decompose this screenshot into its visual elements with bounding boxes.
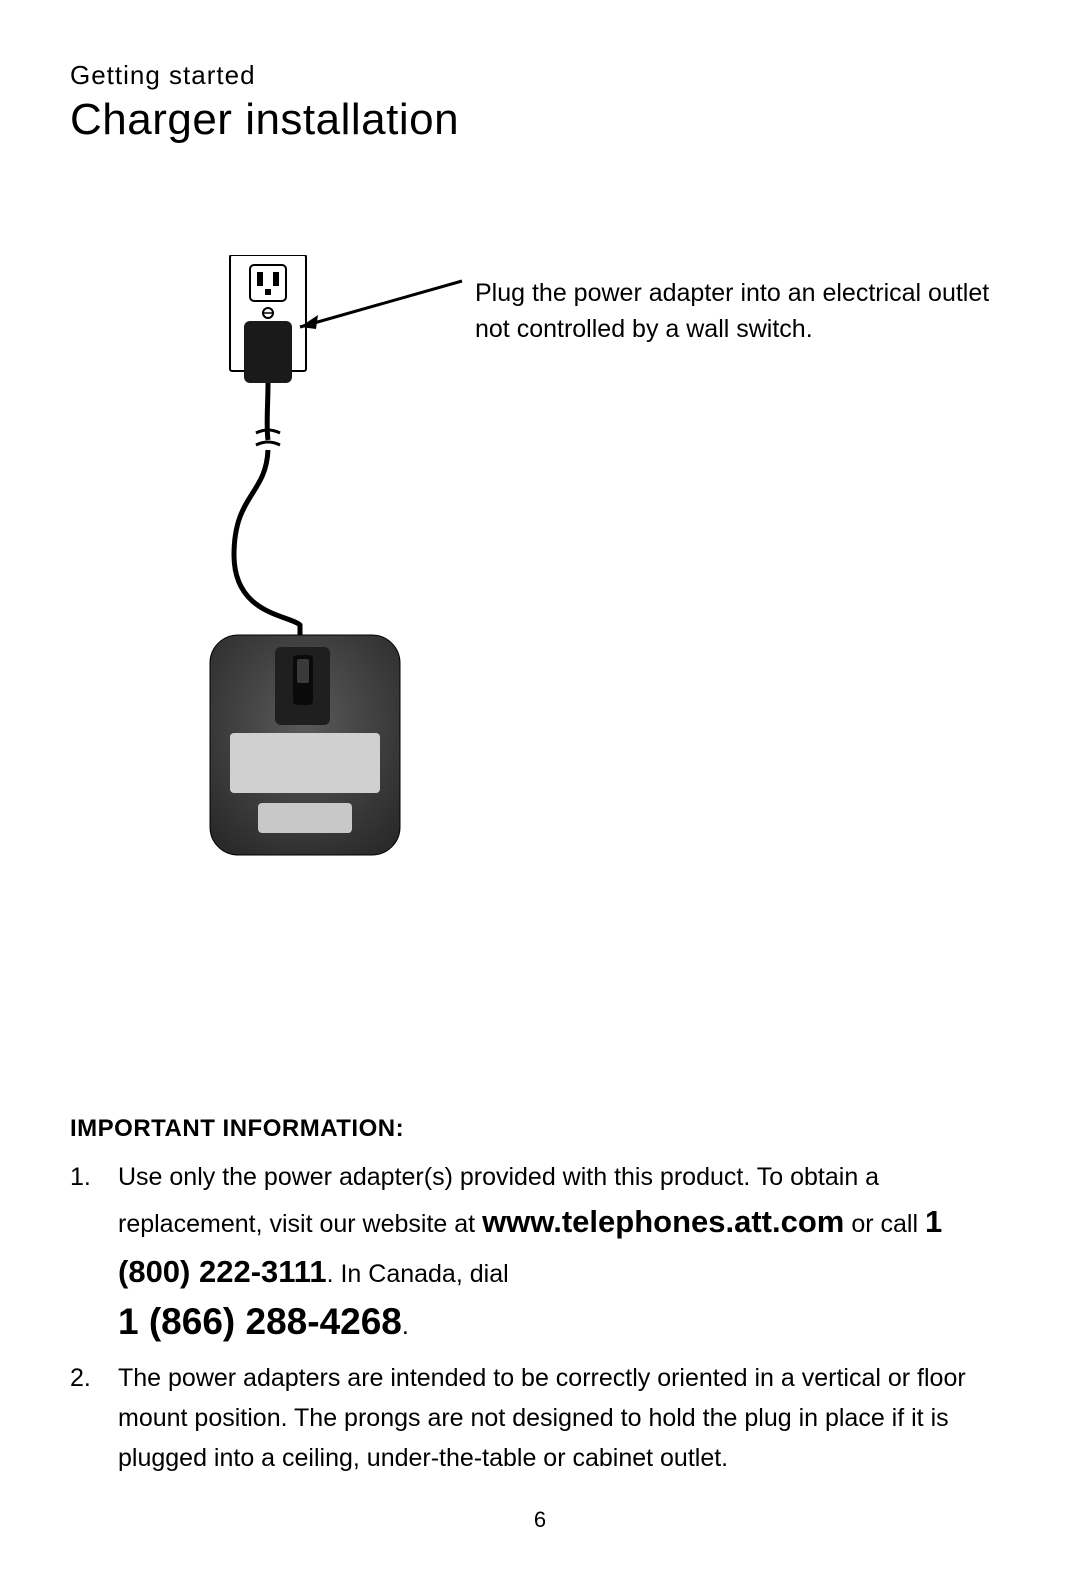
important-info-heading: IMPORTANT INFORMATION: [70, 1115, 1010, 1143]
phone-ca: 1 (866) 288-4268 [118, 1296, 402, 1348]
outlet-socket-icon [250, 265, 286, 301]
info-text: or call [844, 1210, 925, 1238]
manual-page: Getting started Charger installation [0, 0, 1080, 1575]
callout-arrow-icon [300, 281, 462, 327]
power-adapter-icon [244, 321, 292, 383]
website-link: www.telephones.att.com [482, 1204, 844, 1239]
important-info-list: Use only the power adapter(s) provided w… [70, 1157, 1010, 1478]
callout-text: Plug the power adapter into an electrica… [475, 275, 995, 348]
page-title: Charger installation [70, 95, 1010, 145]
list-item: Use only the power adapter(s) provided w… [70, 1157, 1010, 1348]
info-text: . [402, 1312, 409, 1340]
charger-diagram-svg [170, 255, 870, 895]
list-item: The power adapters are intended to be co… [70, 1358, 1010, 1478]
breadcrumb: Getting started [70, 60, 1010, 91]
page-number: 6 [0, 1507, 1080, 1533]
info-text: . In Canada, dial [327, 1260, 509, 1288]
installation-diagram: Plug the power adapter into an electrica… [170, 255, 1010, 895]
